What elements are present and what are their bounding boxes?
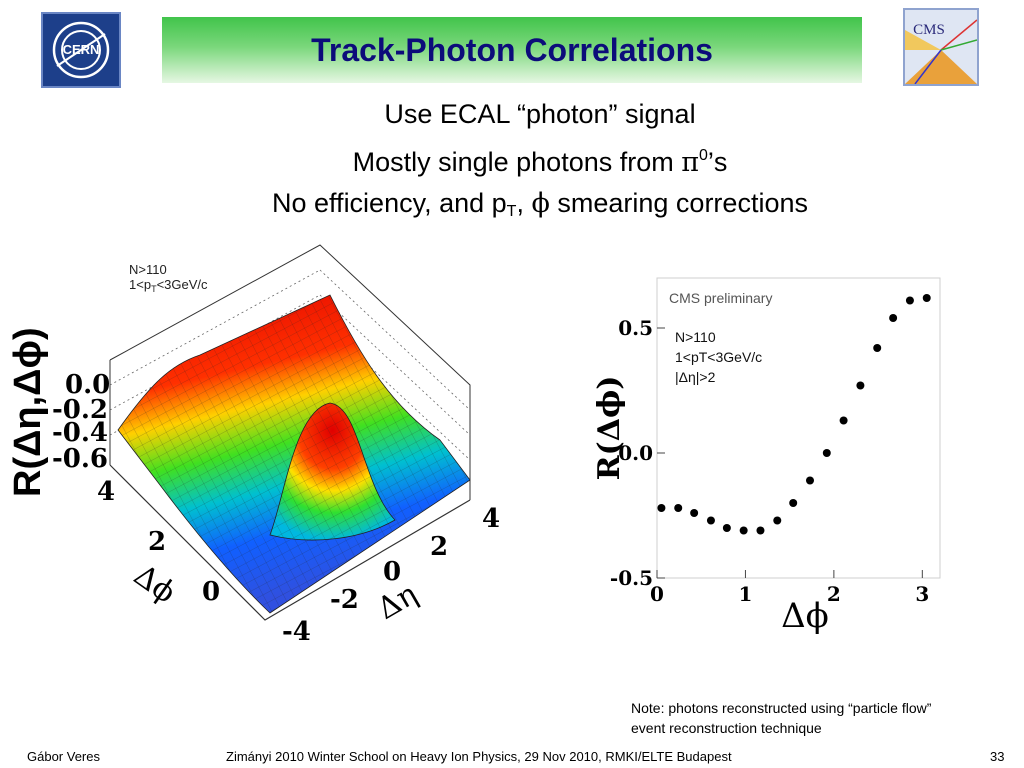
surface-phi-tick: 2 bbox=[148, 527, 166, 557]
surface-plot: R(Δη,Δϕ) 0.0 -0.2 -0.4 -0.6 4 2 0 Δϕ 4 2… bbox=[0, 235, 510, 647]
cut-label: 1<pT<3GeV/c bbox=[675, 349, 762, 365]
bullet-line-2-suffix: ’s bbox=[707, 147, 728, 177]
surface-z-tick: 0.0 bbox=[65, 370, 110, 400]
data-point bbox=[706, 516, 715, 525]
bullet-line-1: Use ECAL “photon” signal bbox=[140, 94, 940, 135]
y-tick-label: -0.5 bbox=[610, 566, 653, 590]
pt-subscript: T bbox=[506, 203, 517, 220]
surface-eta-axis-label: Δη bbox=[372, 577, 424, 627]
surface-z-tick: -0.6 bbox=[52, 444, 108, 474]
surface-eta-tick: 4 bbox=[482, 504, 500, 534]
data-point bbox=[889, 314, 898, 322]
bullet-line-1-text: Use ECAL “photon” signal bbox=[384, 99, 696, 129]
bullet-line-3-comma: , bbox=[516, 188, 532, 218]
data-point bbox=[739, 526, 748, 535]
data-point bbox=[805, 476, 814, 485]
surface-plot-svg: R(Δη,Δϕ) 0.0 -0.2 -0.4 -0.6 4 2 0 Δϕ 4 2… bbox=[7, 244, 500, 647]
x-tick-label: 3 bbox=[915, 582, 929, 606]
bullet-line-3-suffix: smearing corrections bbox=[549, 188, 808, 218]
cut-label: |Δη|>2 bbox=[675, 369, 716, 385]
surface-eta-tick: 0 bbox=[383, 557, 401, 587]
data-point bbox=[873, 344, 882, 352]
cut-label: N>110 bbox=[675, 329, 716, 345]
plot-frame bbox=[656, 277, 941, 579]
cms-logo: CMS bbox=[903, 8, 979, 86]
bullet-line-3: No efficiency, and pT, ϕ smearing correc… bbox=[140, 183, 940, 232]
y-tick-label: 0.0 bbox=[618, 441, 653, 465]
scatter-chart: 0 1 2 3 -0.5 0.0 0.5 CMS preliminary N>110 1<p… bbox=[575, 265, 955, 645]
note-line-2: event reconstruction technique bbox=[631, 720, 822, 736]
cms-logo-text: CMS bbox=[913, 22, 945, 38]
surface-z-tick: -0.2 bbox=[52, 395, 108, 425]
surface-phi-tick: 0 bbox=[202, 577, 220, 607]
bullet-line-2: Mostly single photons from π0’s bbox=[140, 135, 940, 183]
footer-page-number: 33 bbox=[990, 749, 1005, 764]
x-tick-label: 2 bbox=[827, 582, 841, 606]
y-tick-label: 0.5 bbox=[618, 316, 653, 340]
title-bar: Track-Photon Correlations bbox=[162, 17, 862, 83]
note-text: Note: photons reconstructed using “parti… bbox=[631, 698, 1021, 738]
x-tick-label: 1 bbox=[738, 582, 752, 606]
surface-label-n: N>110 bbox=[129, 262, 167, 277]
surface-eta-tick: -2 bbox=[330, 585, 359, 615]
surface-eta-tick: -4 bbox=[282, 617, 311, 645]
data-point bbox=[773, 516, 782, 525]
surface-z-tick: -0.4 bbox=[52, 418, 108, 448]
footer-event: Zimányi 2010 Winter School on Heavy Ion … bbox=[226, 749, 732, 764]
surface-phi-tick: 4 bbox=[97, 477, 115, 507]
data-point bbox=[856, 381, 865, 390]
footer-author: Gábor Veres bbox=[27, 749, 100, 764]
data-point bbox=[905, 296, 914, 305]
phi-symbol: ϕ bbox=[531, 188, 550, 219]
data-point bbox=[657, 504, 666, 512]
surface-z-title: R(Δη,Δϕ) bbox=[7, 327, 49, 497]
data-point bbox=[756, 526, 765, 535]
data-point bbox=[674, 504, 683, 512]
note-line-1: Note: photons reconstructed using “parti… bbox=[631, 700, 932, 716]
surface-phi-axis-label: Δϕ bbox=[127, 558, 182, 611]
surface-label-pt: 1<pT<3GeV/c bbox=[129, 277, 208, 297]
x-tick-label: 0 bbox=[650, 582, 664, 606]
scatter-y-axis-label: R(Δϕ) bbox=[592, 376, 627, 481]
data-point bbox=[722, 524, 731, 532]
bullet-list: Use ECAL “photon” signal Mostly single p… bbox=[140, 94, 940, 232]
surface-label-pt-sub: T bbox=[151, 284, 157, 294]
data-point bbox=[822, 449, 831, 457]
bullet-line-2-text: Mostly single photons from bbox=[352, 147, 682, 177]
data-point bbox=[839, 416, 848, 425]
cern-logo: CERN bbox=[41, 12, 121, 88]
scatter-chart-svg: 0 1 2 3 -0.5 0.0 0.5 CMS preliminary N>110 1<p… bbox=[592, 277, 941, 636]
bullet-line-3-text: No efficiency, and p bbox=[272, 188, 507, 218]
surface-label-box: N>110 1<pT<3GeV/c bbox=[129, 262, 208, 297]
surface-label-pt-pre: 1<p bbox=[129, 277, 152, 292]
pi-superscript: 0 bbox=[698, 147, 708, 164]
data-point bbox=[690, 509, 699, 517]
pi-symbol: π bbox=[681, 147, 699, 178]
cms-preliminary-label: CMS preliminary bbox=[669, 290, 772, 306]
surface-eta-tick: 2 bbox=[430, 532, 448, 562]
page-title: Track-Photon Correlations bbox=[311, 31, 713, 68]
data-point bbox=[922, 294, 931, 302]
cern-logo-text: CERN bbox=[63, 42, 100, 57]
scatter-x-axis-label: Δϕ bbox=[781, 596, 829, 636]
surface-label-pt-post: <3GeV/c bbox=[156, 277, 208, 292]
data-point bbox=[789, 499, 798, 507]
